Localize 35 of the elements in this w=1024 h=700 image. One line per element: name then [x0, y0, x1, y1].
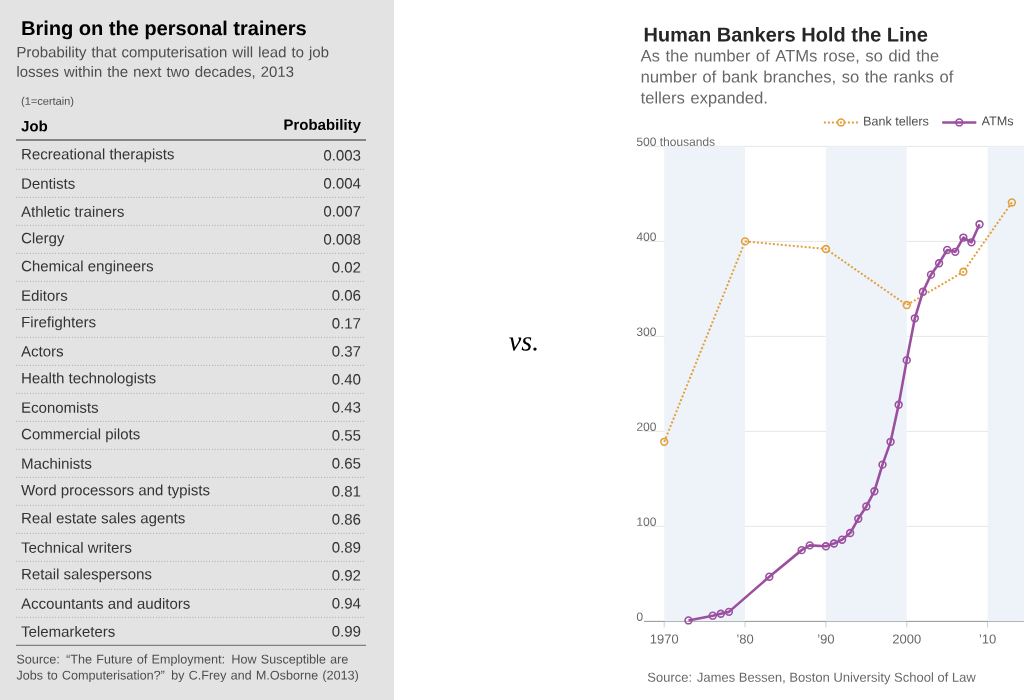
point	[902, 355, 911, 365]
point	[918, 287, 928, 296]
point	[951, 247, 960, 257]
point	[716, 609, 725, 618]
chart-title: Human Bankers Hold the Line	[644, 26, 928, 42]
point	[1007, 198, 1017, 207]
point	[821, 244, 831, 254]
point	[797, 545, 806, 555]
point	[886, 437, 895, 447]
point	[862, 502, 871, 511]
point	[902, 300, 911, 310]
point	[894, 400, 903, 409]
text: vs.	[509, 337, 537, 351]
point	[926, 270, 936, 279]
point	[870, 487, 879, 496]
point	[821, 542, 831, 551]
point	[934, 259, 944, 268]
point	[854, 514, 863, 523]
point	[959, 267, 968, 276]
point	[959, 233, 968, 242]
point	[660, 437, 669, 447]
point	[805, 541, 814, 550]
point	[829, 539, 839, 548]
point	[845, 528, 855, 538]
point	[967, 238, 976, 247]
point	[765, 572, 774, 581]
point	[910, 314, 920, 323]
text: Bring on the personal trainers	[22, 20, 306, 40]
point	[878, 460, 887, 469]
point	[740, 237, 750, 246]
point	[837, 535, 847, 544]
chart-subtitle: As the number of ATMs rose, so did the number of bank branches, so the ranks of tellers expanded.	[640, 49, 954, 107]
point	[724, 607, 734, 617]
point	[942, 245, 952, 255]
point	[708, 611, 717, 620]
